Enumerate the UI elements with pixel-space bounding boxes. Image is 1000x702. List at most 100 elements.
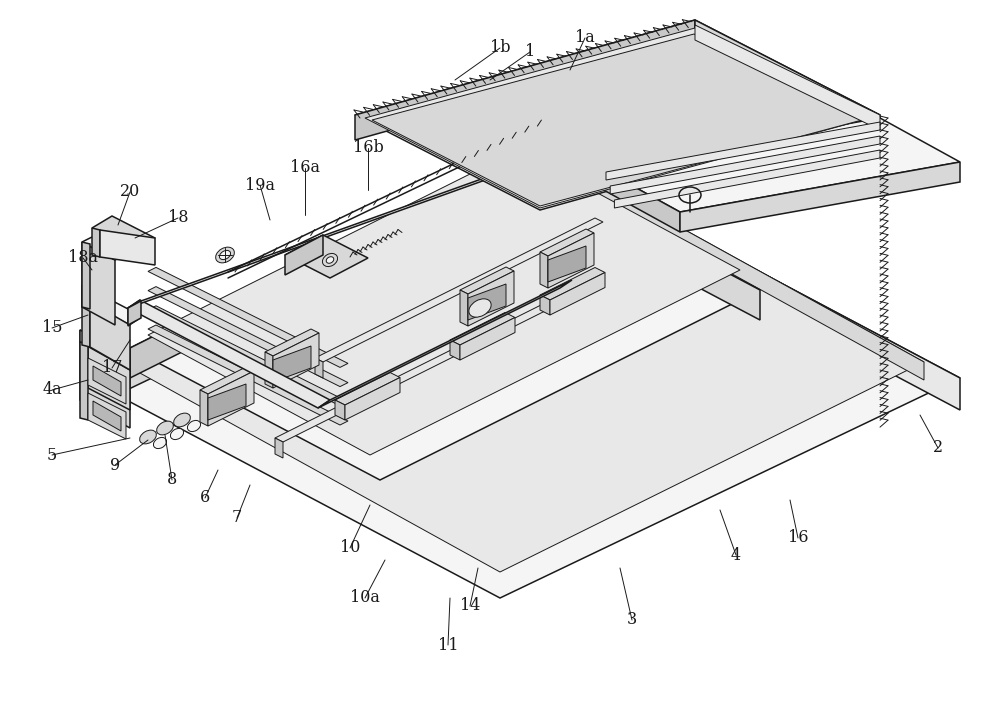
Polygon shape bbox=[88, 340, 130, 410]
Text: 17: 17 bbox=[102, 359, 122, 376]
Text: 18a: 18a bbox=[68, 249, 98, 267]
Polygon shape bbox=[540, 295, 550, 315]
Polygon shape bbox=[128, 300, 330, 408]
Polygon shape bbox=[130, 158, 510, 378]
Polygon shape bbox=[600, 118, 960, 212]
Ellipse shape bbox=[326, 257, 334, 263]
Polygon shape bbox=[695, 20, 880, 140]
Polygon shape bbox=[285, 235, 368, 278]
Polygon shape bbox=[208, 371, 254, 426]
Polygon shape bbox=[550, 272, 605, 315]
Ellipse shape bbox=[140, 430, 156, 444]
Text: 3: 3 bbox=[627, 611, 637, 628]
Text: 15: 15 bbox=[42, 319, 62, 336]
Text: 4a: 4a bbox=[42, 381, 62, 399]
Polygon shape bbox=[460, 267, 514, 294]
Polygon shape bbox=[120, 152, 924, 572]
Polygon shape bbox=[355, 20, 695, 140]
Polygon shape bbox=[318, 280, 572, 408]
Polygon shape bbox=[92, 216, 155, 250]
Polygon shape bbox=[93, 366, 121, 396]
Polygon shape bbox=[450, 312, 515, 345]
Ellipse shape bbox=[187, 420, 201, 432]
Polygon shape bbox=[468, 271, 514, 326]
Text: 6: 6 bbox=[200, 489, 210, 507]
Polygon shape bbox=[355, 20, 880, 210]
Polygon shape bbox=[540, 229, 594, 256]
Polygon shape bbox=[148, 150, 740, 455]
Polygon shape bbox=[82, 300, 90, 347]
Polygon shape bbox=[82, 285, 130, 325]
Polygon shape bbox=[540, 267, 605, 300]
Text: 1b: 1b bbox=[490, 39, 510, 56]
Text: 16: 16 bbox=[788, 529, 808, 546]
Polygon shape bbox=[200, 390, 208, 426]
Polygon shape bbox=[265, 329, 319, 356]
Polygon shape bbox=[82, 237, 125, 260]
Polygon shape bbox=[85, 158, 960, 598]
Ellipse shape bbox=[322, 253, 338, 267]
Polygon shape bbox=[88, 393, 126, 439]
Polygon shape bbox=[540, 252, 548, 288]
Polygon shape bbox=[88, 326, 130, 362]
Polygon shape bbox=[92, 228, 100, 257]
Polygon shape bbox=[148, 306, 348, 406]
Polygon shape bbox=[85, 158, 545, 410]
Text: 8: 8 bbox=[167, 472, 177, 489]
Polygon shape bbox=[695, 25, 880, 130]
Polygon shape bbox=[90, 302, 130, 370]
Polygon shape bbox=[80, 330, 130, 428]
Polygon shape bbox=[80, 342, 88, 420]
Polygon shape bbox=[610, 136, 880, 194]
Polygon shape bbox=[510, 158, 760, 320]
Polygon shape bbox=[460, 290, 468, 326]
Polygon shape bbox=[460, 317, 515, 360]
Ellipse shape bbox=[153, 437, 167, 449]
Polygon shape bbox=[82, 242, 90, 309]
Polygon shape bbox=[88, 358, 126, 404]
Polygon shape bbox=[130, 158, 760, 480]
Polygon shape bbox=[335, 373, 400, 405]
Polygon shape bbox=[545, 158, 960, 410]
Polygon shape bbox=[273, 346, 311, 382]
Ellipse shape bbox=[174, 413, 190, 427]
Polygon shape bbox=[614, 150, 880, 208]
Polygon shape bbox=[148, 325, 348, 425]
Polygon shape bbox=[606, 122, 880, 180]
Polygon shape bbox=[468, 284, 506, 320]
Polygon shape bbox=[128, 300, 140, 326]
Polygon shape bbox=[372, 34, 862, 206]
Polygon shape bbox=[200, 367, 254, 394]
Polygon shape bbox=[600, 168, 680, 232]
Text: 10a: 10a bbox=[350, 590, 380, 607]
Text: 14: 14 bbox=[460, 597, 480, 614]
Polygon shape bbox=[148, 267, 348, 367]
Ellipse shape bbox=[219, 251, 231, 260]
Polygon shape bbox=[315, 358, 323, 378]
Polygon shape bbox=[93, 401, 121, 431]
Ellipse shape bbox=[157, 421, 173, 435]
Ellipse shape bbox=[469, 299, 491, 317]
Polygon shape bbox=[82, 242, 115, 325]
Polygon shape bbox=[128, 301, 141, 325]
Polygon shape bbox=[128, 148, 568, 308]
Text: 20: 20 bbox=[120, 183, 140, 201]
Polygon shape bbox=[265, 352, 273, 388]
Polygon shape bbox=[275, 438, 283, 458]
Polygon shape bbox=[548, 246, 586, 282]
Text: 16a: 16a bbox=[290, 159, 320, 176]
Polygon shape bbox=[315, 218, 603, 362]
Text: 7: 7 bbox=[232, 510, 242, 526]
Text: 11: 11 bbox=[438, 637, 458, 654]
Polygon shape bbox=[148, 286, 348, 387]
Polygon shape bbox=[285, 235, 323, 275]
Polygon shape bbox=[275, 298, 563, 442]
Polygon shape bbox=[680, 162, 960, 232]
Polygon shape bbox=[365, 28, 870, 208]
Text: 1: 1 bbox=[525, 44, 535, 60]
Ellipse shape bbox=[170, 428, 184, 439]
Polygon shape bbox=[80, 330, 130, 370]
Text: 5: 5 bbox=[47, 446, 57, 463]
Ellipse shape bbox=[216, 247, 234, 263]
Text: 18: 18 bbox=[168, 209, 188, 227]
